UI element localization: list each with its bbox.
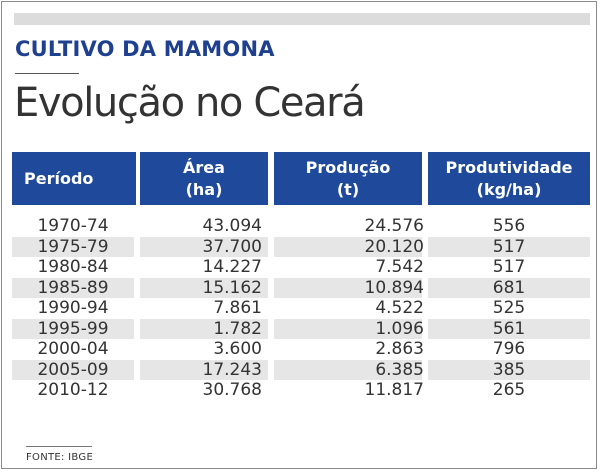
table-row: 1970-74 43.094 24.576 556 xyxy=(12,216,590,236)
cell-produtividade: 517 xyxy=(492,236,526,257)
row-shade xyxy=(140,277,268,298)
cell-area: 1.782 xyxy=(213,318,262,339)
row-shade xyxy=(140,318,268,339)
header-producao: Produção (t) xyxy=(274,152,422,205)
header-area: Área (ha) xyxy=(140,152,268,205)
table-row: 1995-99 1.782 1.096 561 xyxy=(12,318,590,339)
cell-periodo: 1995-99 xyxy=(37,318,109,339)
cell-area: 37.700 xyxy=(202,236,262,257)
table-row: 1980-84 14.227 7.542 517 xyxy=(12,257,590,277)
table-row: 1990-94 7.861 4.522 525 xyxy=(12,298,590,318)
cell-periodo: 2005-09 xyxy=(37,359,109,380)
cell-produtividade: 385 xyxy=(492,359,526,380)
row-shade xyxy=(140,359,268,380)
cell-area: 17.243 xyxy=(202,359,262,380)
table-row: 1975-79 37.700 20.120 517 xyxy=(12,236,590,257)
row-shade xyxy=(12,236,134,257)
header-periodo: Período xyxy=(12,152,136,205)
cell-area: 43.094 xyxy=(202,216,262,236)
cell-producao: 11.817 xyxy=(364,380,424,400)
cell-produtividade: 517 xyxy=(492,257,526,277)
header-produtividade-line2: (kg/ha) xyxy=(476,179,542,199)
row-shade xyxy=(274,277,422,298)
cell-produtividade: 265 xyxy=(492,380,526,400)
cell-area: 7.861 xyxy=(213,298,262,318)
cell-area: 15.162 xyxy=(202,277,262,298)
cell-periodo: 1980-84 xyxy=(37,257,109,277)
cell-area: 30.768 xyxy=(202,380,262,400)
cell-periodo: 2010-12 xyxy=(37,380,109,400)
header-producao-line2: (t) xyxy=(336,179,360,199)
cell-periodo: 1985-89 xyxy=(37,277,109,298)
row-shade xyxy=(428,359,590,380)
cell-periodo: 1970-74 xyxy=(37,216,109,236)
cell-producao: 1.096 xyxy=(375,318,424,339)
cell-producao: 4.522 xyxy=(375,298,424,318)
row-shade xyxy=(428,277,590,298)
cell-periodo: 2000-04 xyxy=(37,339,109,359)
row-shade xyxy=(12,359,134,380)
cell-periodo: 1975-79 xyxy=(37,236,109,257)
table-row: 1985-89 15.162 10.894 681 xyxy=(12,277,590,298)
header-produtividade: Produtividade (kg/ha) xyxy=(428,152,590,205)
header-produtividade-line1: Produtividade xyxy=(445,157,573,177)
row-shade xyxy=(274,359,422,380)
cell-periodo: 1990-94 xyxy=(37,298,109,318)
table-row: 2010-12 30.768 11.817 265 xyxy=(12,380,590,400)
top-bar xyxy=(14,13,590,25)
cell-area: 3.600 xyxy=(213,339,262,359)
title-divider xyxy=(15,73,79,74)
row-shade xyxy=(274,318,422,339)
header-producao-line1: Produção xyxy=(305,157,391,177)
row-shade xyxy=(12,277,134,298)
row-shade xyxy=(274,236,422,257)
cell-produtividade: 556 xyxy=(492,216,526,236)
kicker-heading: CULTIVO DA MAMONA xyxy=(15,37,275,61)
cell-producao: 2.863 xyxy=(375,339,424,359)
row-shade xyxy=(428,318,590,339)
row-shade xyxy=(140,236,268,257)
table-row: 2005-09 17.243 6.385 385 xyxy=(12,359,590,380)
cell-producao: 24.576 xyxy=(364,216,424,236)
page-title: Evolução no Ceará xyxy=(14,80,366,126)
cell-produtividade: 796 xyxy=(492,339,526,359)
source-note: FONTE: IBGE xyxy=(26,452,94,463)
cell-producao: 6.385 xyxy=(375,359,424,380)
cell-produtividade: 681 xyxy=(492,277,526,298)
header-periodo-line1: Período xyxy=(24,168,94,188)
source-divider xyxy=(26,446,92,447)
table-row: 2000-04 3.600 2.863 796 xyxy=(12,339,590,359)
cell-producao: 20.120 xyxy=(364,236,424,257)
header-area-line1: Área xyxy=(183,157,225,177)
row-shade xyxy=(428,236,590,257)
cell-producao: 7.542 xyxy=(375,257,424,277)
row-shade xyxy=(12,318,134,339)
cell-area: 14.227 xyxy=(202,257,262,277)
cell-producao: 10.894 xyxy=(364,277,424,298)
cell-produtividade: 525 xyxy=(492,298,526,318)
header-area-line2: (ha) xyxy=(185,179,223,199)
cell-produtividade: 561 xyxy=(492,318,526,339)
